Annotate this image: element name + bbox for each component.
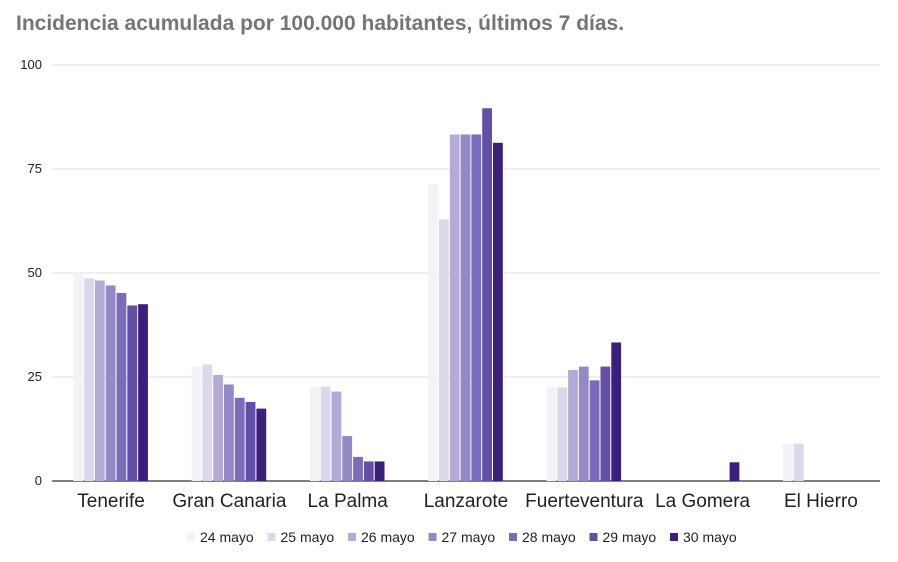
bar [127,305,138,481]
bar [191,366,202,481]
y-tick-label: 75 [28,161,42,176]
y-tick-label: 100 [20,57,42,72]
legend-label: 27 mayo [442,529,496,545]
chart-title: Incidencia acumulada por 100.000 habitan… [16,12,625,35]
bar [94,280,105,481]
bar [320,386,331,481]
bar [116,292,127,481]
bar [793,443,804,481]
legend-swatch [428,533,437,541]
bar [449,134,460,481]
y-tick-label: 0 [35,473,42,488]
category-label: Tenerife [77,491,145,512]
bar [428,184,438,481]
category-label: La Gomera [655,491,750,512]
bar [234,397,245,481]
legend-swatch [348,533,356,541]
legend-label: 30 mayo [683,529,737,545]
legend-swatch [509,533,517,541]
category-label: El Hierro [784,491,858,512]
bar [546,387,557,481]
bar [363,461,374,481]
bar [213,374,224,481]
legend-label: 26 mayo [361,529,415,545]
bar [589,380,600,481]
legend-label: 25 mayo [281,529,335,545]
category-label: Gran Canaria [172,491,286,512]
bar [493,142,503,482]
bar [600,366,611,481]
legend-label: 29 mayo [603,529,657,545]
legend-swatch [267,533,276,541]
bar [374,461,385,481]
bar [105,285,116,481]
bar [202,364,213,481]
bar [84,278,94,481]
bar [138,304,148,481]
legend-swatch [670,533,678,541]
category-label: La Palma [308,491,389,512]
bar [557,387,568,481]
y-tick-label: 25 [28,369,42,384]
bar [245,401,256,481]
bar [460,134,471,481]
bar [729,462,740,481]
bar [353,456,363,481]
legend-swatch [589,533,598,541]
category-label: Fuerteventura [525,491,644,512]
bar [256,408,267,481]
legend-swatch [187,533,195,541]
bar [73,273,84,481]
bar [224,384,234,481]
bar [783,443,793,481]
legend-label: 24 mayo [200,529,254,545]
legend-label: 28 mayo [522,529,576,545]
bar [471,134,482,481]
bar [331,391,342,481]
bar [578,366,589,481]
bar [611,342,622,481]
bar [439,219,449,481]
y-tick-label: 50 [28,265,42,280]
bar [482,108,492,481]
bar [309,386,320,481]
bar [342,436,353,481]
category-label: Lanzarote [424,491,509,512]
bar [568,369,578,481]
